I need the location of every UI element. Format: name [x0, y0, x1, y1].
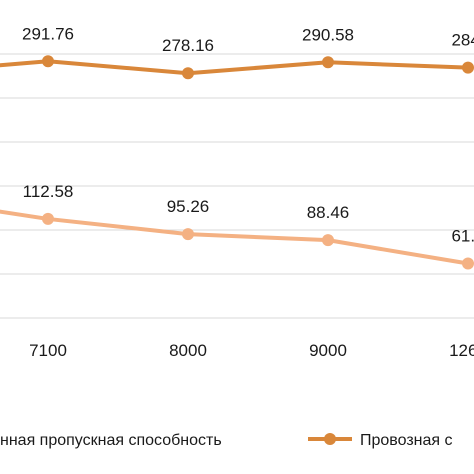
data-label: 112.58 — [23, 182, 74, 201]
series-line-0 — [0, 209, 469, 266]
legend-entry-label: нная пропускная способность — [0, 432, 222, 449]
grid-lines — [0, 53, 474, 319]
legend: нная пропускная способность Провозная с — [0, 432, 453, 449]
data-point — [182, 228, 194, 241]
data-label: 278.16 — [162, 36, 214, 55]
legend-dot-marker — [324, 433, 336, 445]
data-label: 284. — [451, 31, 474, 50]
data-label: 95.26 — [167, 197, 210, 216]
series-lines — [0, 59, 469, 266]
x-tick-label: 7100 — [29, 341, 67, 360]
data-point — [182, 67, 194, 80]
data-labels: 112.58 95.26 88.46 61.9 291.76 278.16 290.58 28… — [22, 24, 474, 245]
series-line-1 — [0, 59, 469, 76]
data-point — [42, 55, 54, 68]
data-points — [42, 55, 474, 270]
data-label: 290.58 — [302, 25, 354, 44]
data-point — [462, 257, 474, 270]
data-point — [462, 61, 474, 74]
x-tick-label: 1260 — [449, 341, 474, 360]
x-tick-label: 8000 — [169, 341, 207, 360]
x-axis-ticks: 7100 8000 9000 1260 — [29, 341, 474, 360]
data-label: 88.46 — [307, 203, 350, 222]
data-label: 291.76 — [22, 24, 74, 43]
data-label: 61.9 — [451, 227, 474, 246]
data-point — [322, 56, 334, 69]
data-point — [322, 234, 334, 247]
legend-entry-label: Провозная с — [360, 432, 453, 449]
data-point — [42, 212, 54, 225]
x-tick-label: 9000 — [309, 341, 347, 360]
